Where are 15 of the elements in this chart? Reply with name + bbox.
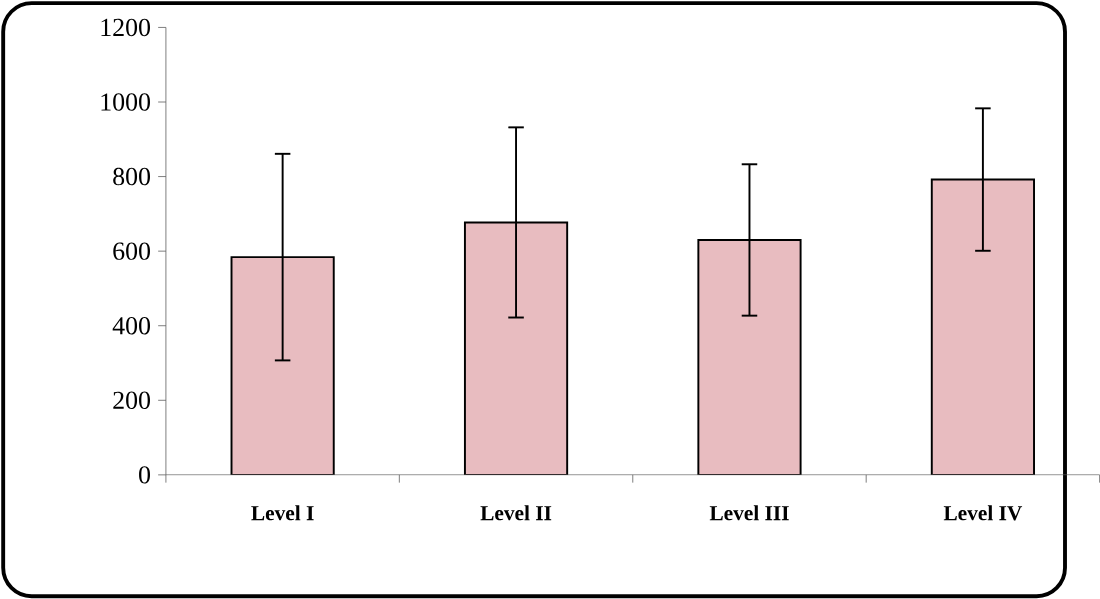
y-tick-label: 1200 (101, 18, 150, 36)
x-tick-label: Level III (709, 505, 789, 521)
y-tick-label: 1000 (101, 93, 150, 111)
bar (230, 255, 335, 475)
y-tick-label: 600 (113, 242, 150, 260)
bar (930, 178, 1035, 475)
y-tick-label: 800 (113, 167, 150, 186)
x-tick-label: Level I (251, 505, 314, 521)
y-tick-label: 0 (139, 465, 150, 484)
y-tick-label: 400 (112, 316, 150, 335)
bar (697, 238, 802, 475)
y-tick-label: 200 (113, 391, 150, 409)
x-tick-label: Level IV (943, 505, 1023, 521)
bar (463, 221, 569, 475)
x-tick-label: Level II (480, 505, 552, 521)
